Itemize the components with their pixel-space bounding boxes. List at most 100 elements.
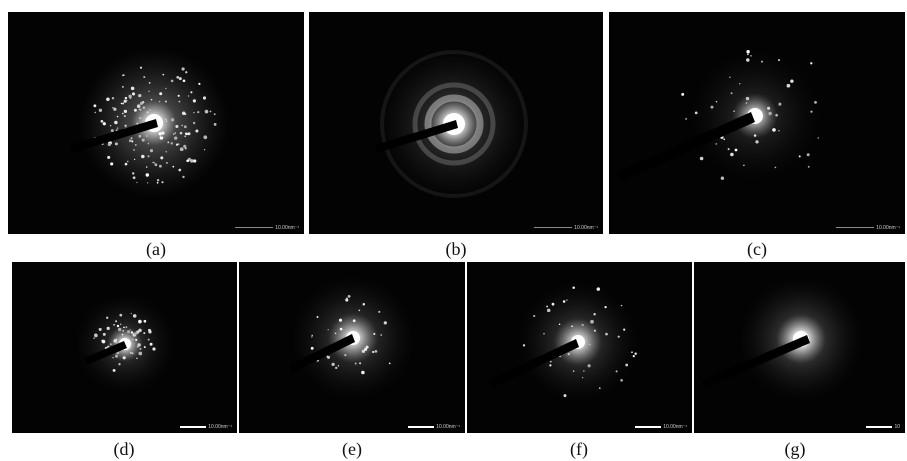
diffraction-ring	[424, 94, 484, 154]
beam-stop	[375, 120, 458, 153]
diffraction-spot	[209, 110, 212, 113]
scale-bar-label: 10	[894, 423, 900, 430]
diffraction-spots	[310, 295, 391, 375]
diffraction-spot	[123, 115, 126, 118]
diffraction-spot	[186, 159, 190, 163]
diffraction-spot	[798, 155, 801, 158]
diffraction-spot	[190, 91, 193, 94]
scale-bar-g: 10	[866, 423, 900, 430]
caption-g: (g)	[784, 439, 806, 459]
diffraction-spot	[98, 108, 103, 113]
diffraction-spot	[786, 83, 791, 88]
diffraction-spot	[129, 351, 132, 354]
diffraction-spot	[181, 124, 183, 127]
diffraction-spot	[170, 79, 174, 83]
beam-stop	[489, 339, 579, 388]
diffraction-spot	[112, 107, 114, 109]
diffraction-spot	[352, 319, 356, 323]
diffraction-spot	[182, 175, 185, 179]
diffraction-spot	[143, 319, 147, 323]
scale-bar-a: 10.00nm⁻¹	[235, 224, 299, 231]
diffraction-spot	[136, 181, 138, 184]
diffraction-spot	[165, 87, 167, 90]
diffraction-spot	[131, 352, 134, 355]
diffraction-spot	[192, 121, 196, 125]
diffraction-spot	[158, 132, 162, 136]
scale-bar-e: 10.00nm⁻¹	[408, 423, 460, 430]
diffraction-spot	[572, 286, 575, 289]
diffraction-spot	[172, 165, 175, 168]
diffraction-spot	[164, 118, 167, 121]
diffraction-spot	[172, 133, 175, 135]
diffraction-spot	[136, 345, 139, 348]
diffraction-spot	[162, 73, 165, 76]
diffraction-spot	[746, 58, 750, 62]
diffraction-spot	[734, 148, 738, 152]
diffraction-spot	[176, 76, 179, 79]
diffraction-spot	[522, 344, 526, 347]
diffraction-spot	[164, 100, 167, 103]
diffraction-spot	[106, 326, 110, 331]
beam-stop	[70, 119, 158, 153]
diffraction-spot	[745, 96, 750, 101]
diffraction-spot	[187, 132, 191, 136]
diffraction-spot	[94, 333, 97, 337]
diffraction-spot	[372, 350, 375, 354]
diffraction-spot	[388, 362, 391, 365]
diffraction-spot	[170, 142, 173, 145]
diffraction-spot	[143, 346, 146, 349]
diffraction-spot	[102, 122, 106, 126]
diffraction-spot	[631, 351, 633, 354]
diffraction-spot	[98, 327, 102, 331]
diffraction-spot	[152, 347, 156, 351]
diffraction-spot	[362, 303, 366, 306]
diffraction-spot	[94, 111, 96, 114]
diffraction-spot	[347, 295, 351, 298]
diffraction-spot	[753, 134, 757, 137]
diffraction-spot	[567, 352, 570, 356]
diffraction-spot	[138, 351, 143, 356]
diffraction-spot	[121, 74, 124, 77]
diffraction-spot	[192, 99, 197, 103]
diffraction-spot	[124, 162, 128, 166]
diffraction-spot	[623, 328, 626, 331]
diffraction-spot	[204, 109, 209, 114]
diffraction-spot	[132, 172, 135, 175]
diffraction-spot	[165, 151, 167, 153]
caption-d: (d)	[113, 439, 135, 459]
diffraction-spot	[745, 102, 748, 104]
diffraction-spot	[139, 117, 142, 120]
diffraction-spot	[358, 309, 361, 312]
diffraction-spot	[136, 357, 138, 360]
diffraction-spot	[593, 313, 596, 316]
diffraction-spot	[139, 102, 143, 105]
diffraction-spot	[359, 362, 362, 365]
diffraction-spot	[102, 332, 106, 336]
diffraction-spot	[778, 102, 782, 106]
diffraction-spot	[133, 108, 137, 112]
diffraction-spot	[114, 120, 118, 125]
diffraction-spot	[122, 86, 124, 88]
scale-bar-label: 10.00nm⁻¹	[574, 224, 598, 231]
diffraction-spot	[125, 326, 128, 329]
diffraction-spot	[174, 136, 178, 140]
diffraction-spot	[361, 370, 365, 375]
diffraction-ring	[380, 50, 528, 198]
diffraction-spot	[583, 370, 585, 372]
caption-b: (b)	[445, 239, 467, 259]
diffraction-spot	[138, 108, 141, 111]
diffraction-spot	[145, 111, 148, 113]
diffraction-spot	[195, 129, 199, 133]
diffraction-spot	[147, 111, 149, 113]
diffraction-spot	[159, 92, 163, 96]
diffraction-spot	[131, 92, 136, 96]
diffraction-spot	[723, 138, 726, 141]
diffraction-spot	[193, 111, 195, 114]
diffraction-spot	[132, 314, 137, 318]
diffraction-spot	[130, 86, 135, 91]
diffraction-spot	[120, 102, 123, 105]
diffraction-spot	[810, 110, 813, 113]
scale-bar-label: 10.00nm⁻¹	[275, 224, 299, 231]
diffraction-spot	[158, 100, 161, 103]
beam-stop	[617, 112, 755, 182]
